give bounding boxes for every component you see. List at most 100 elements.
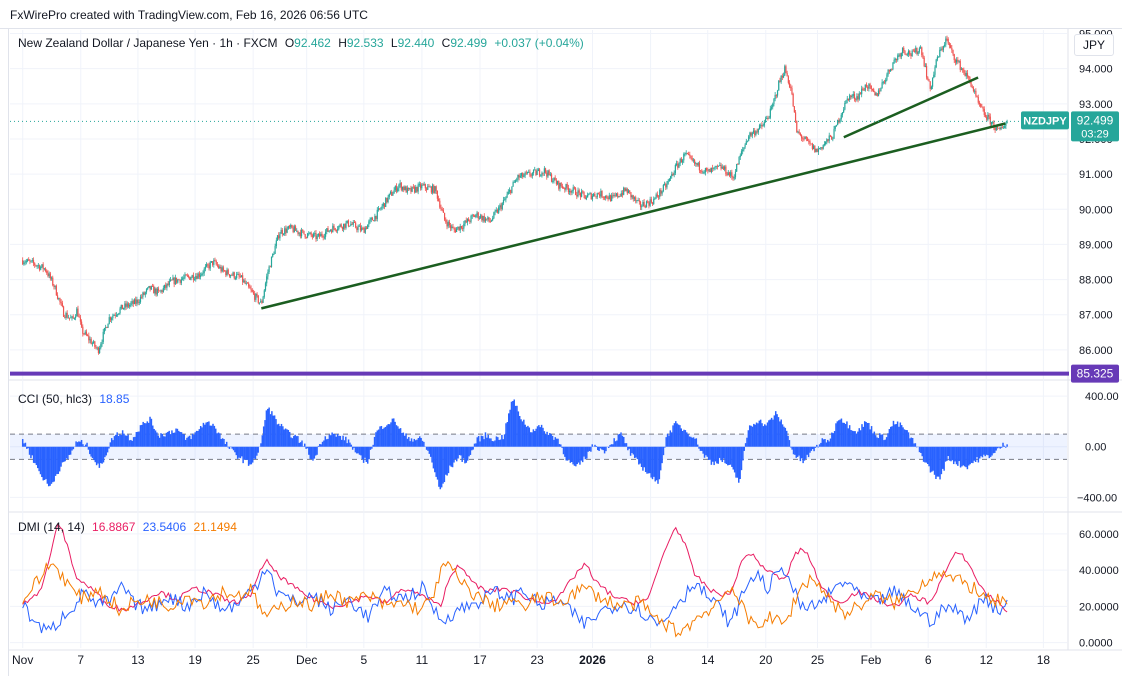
candle-body	[554, 177, 556, 181]
candle-body	[505, 197, 507, 200]
candle-body	[73, 317, 75, 319]
candle-body	[976, 95, 978, 98]
candle-body	[258, 302, 261, 304]
candle-body	[749, 132, 751, 137]
candle-body	[537, 169, 539, 171]
candle-body	[846, 98, 848, 101]
candle-body	[808, 140, 810, 142]
candle-body	[543, 168, 545, 174]
candle-body	[249, 286, 251, 289]
candle-body	[88, 335, 90, 341]
candle-body	[548, 170, 550, 175]
candle-body	[209, 262, 211, 269]
candle-body	[793, 106, 795, 113]
candle-body	[242, 275, 244, 283]
candle-body	[430, 186, 432, 193]
candle-body	[175, 277, 178, 283]
candle-body	[934, 67, 936, 75]
candle-body	[663, 184, 666, 186]
candle-body	[821, 147, 823, 149]
candle-body	[534, 169, 536, 171]
candle-body	[291, 225, 293, 228]
candle-body	[929, 81, 931, 89]
dmi-name[interactable]: DMI (14, 14)	[18, 520, 85, 534]
candle-body	[193, 279, 196, 280]
candle-body	[172, 277, 174, 281]
candle-body	[56, 295, 59, 299]
candle-body	[532, 169, 535, 173]
candle-body	[459, 226, 461, 231]
price-tick-label: 87.000	[1079, 310, 1113, 322]
candle-body	[454, 229, 457, 232]
candle-body	[232, 272, 234, 276]
candle-body	[166, 283, 168, 288]
candle-body	[54, 285, 56, 287]
candle-body	[343, 223, 345, 230]
candle-body	[923, 57, 925, 67]
candle-body	[1002, 128, 1005, 129]
candle-body	[706, 168, 708, 170]
candle-body	[387, 196, 389, 203]
candle-body	[315, 233, 317, 240]
candle-body	[869, 84, 871, 86]
candle-body	[972, 87, 975, 92]
candle-body	[665, 184, 667, 188]
candle-body	[190, 277, 192, 280]
candle-body	[268, 266, 270, 273]
candle-body	[218, 265, 220, 269]
candle-body	[124, 303, 126, 308]
candle-body	[335, 230, 338, 232]
candle-body	[763, 121, 765, 126]
time-tick-label: 7	[77, 653, 84, 667]
candle-body	[147, 287, 149, 290]
candle-body	[474, 215, 476, 218]
candle-body	[990, 121, 993, 125]
candle-body	[64, 316, 66, 318]
candle-body	[918, 48, 920, 52]
candle-body	[649, 199, 651, 206]
candle-body	[132, 301, 134, 304]
candle-body	[184, 274, 186, 278]
candle-body	[716, 165, 719, 167]
candle-body	[963, 69, 965, 73]
candle-body	[214, 260, 216, 261]
candle-body	[1001, 127, 1003, 129]
candle-body	[331, 230, 333, 233]
candle-body	[731, 172, 733, 177]
candle-body	[236, 274, 238, 279]
candle-body	[290, 225, 292, 228]
symbol-label[interactable]: New Zealand Dollar / Japanese Yen · 1h ·…	[18, 36, 278, 50]
candle-body	[417, 184, 419, 192]
candle-body	[284, 228, 286, 234]
candle-body	[635, 197, 637, 202]
candle-body	[712, 167, 714, 169]
candle-body	[472, 215, 475, 217]
ohlc-low: L92.440	[391, 36, 434, 50]
cci-name[interactable]: CCI (50, hlc3)	[18, 392, 93, 406]
candle-body	[397, 188, 399, 192]
candle-body	[599, 194, 601, 197]
support-tag-label: 85.325	[1077, 367, 1114, 381]
candle-body	[946, 38, 948, 40]
candle-body	[713, 167, 715, 169]
dmi-adx-line	[22, 522, 1008, 613]
candle-body	[498, 207, 500, 213]
currency-button[interactable]: JPY	[1074, 34, 1114, 56]
candle-body	[274, 246, 276, 254]
candle-body	[422, 184, 424, 186]
candle-body	[702, 172, 704, 174]
candle-body	[701, 170, 703, 173]
candle-body	[680, 158, 682, 163]
candle-body	[627, 190, 630, 194]
candle-body	[460, 226, 463, 229]
candle-body	[356, 227, 358, 230]
candle-body	[523, 175, 525, 178]
candle-body	[829, 135, 832, 137]
candle-body	[951, 47, 953, 50]
candle-body	[939, 49, 941, 57]
candle-body	[960, 68, 963, 70]
candle-body	[305, 237, 307, 239]
candle-body	[425, 188, 428, 190]
candle-body	[332, 225, 334, 233]
